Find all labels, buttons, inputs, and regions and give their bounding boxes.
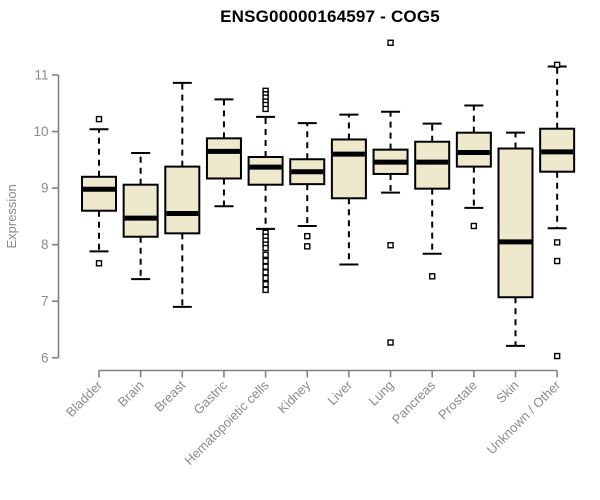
outlier-hematopoietic-cells <box>262 105 269 113</box>
outlier-kidney <box>304 243 311 250</box>
y-tick-label: 6 <box>41 350 49 365</box>
x-tick-label-prostate: Prostate <box>435 378 480 423</box>
x-tick-label-bladder: Bladder <box>63 377 106 420</box>
y-tick-label: 9 <box>41 181 49 196</box>
outlier-hematopoietic-cells <box>262 269 269 276</box>
x-tick-label-skin: Skin <box>493 378 521 406</box>
x-tick-label-breast: Breast <box>151 377 188 414</box>
x-tick-label-gastric: Gastric <box>190 377 230 417</box>
box-pancreas <box>414 140 451 190</box>
outlier-bladder <box>95 260 103 267</box>
box-gastric <box>205 137 242 180</box>
box-hematopoietic-cells <box>247 155 284 186</box>
x-tick-label-kidney: Kidney <box>275 377 314 416</box>
outlier-pancreas <box>429 273 436 280</box>
outlier-unknown-other <box>553 61 561 69</box>
outlier-kidney <box>304 232 311 240</box>
outlier-hematopoietic-cells <box>262 251 269 259</box>
outlier-unknown-other <box>553 239 561 246</box>
outlier-hematopoietic-cells <box>262 286 269 294</box>
outlier-unknown-other <box>553 352 561 360</box>
box-bladder <box>81 175 117 212</box>
box-brain <box>122 183 159 238</box>
outlier-lung <box>387 339 394 346</box>
outlier-hematopoietic-cells <box>262 257 269 265</box>
x-tick-label-lung: Lung <box>366 378 397 409</box>
outlier-hematopoietic-cells <box>262 274 269 282</box>
outlier-unknown-other <box>553 257 561 265</box>
outlier-lung <box>387 242 394 249</box>
x-tick-label-brain: Brain <box>115 378 147 410</box>
box-prostate <box>455 131 492 168</box>
chart-title: ENSG00000164597 - COG5 <box>220 7 440 26</box>
box-breast <box>164 165 201 235</box>
box-liver <box>330 138 367 200</box>
outlier-lung <box>387 39 394 46</box>
y-tick-label: 8 <box>41 237 49 252</box>
y-tick-label: 10 <box>33 124 48 139</box>
outlier-prostate <box>470 222 478 230</box>
x-tick-label-liver: Liver <box>324 377 355 408</box>
x-tick-label-unknown-other: Unknown / Other <box>484 377 564 457</box>
outlier-hematopoietic-cells <box>262 244 269 252</box>
y-tick-label: 11 <box>34 68 48 83</box>
box-skin <box>497 147 534 299</box>
outlier-bladder <box>95 115 103 123</box>
outlier-hematopoietic-cells <box>262 281 269 288</box>
outlier-hematopoietic-cells <box>262 263 269 270</box>
y-axis-label: Expression <box>4 184 19 248</box>
y-tick-label: 7 <box>41 294 49 309</box>
x-tick-label-pancreas: Pancreas <box>389 377 439 427</box>
